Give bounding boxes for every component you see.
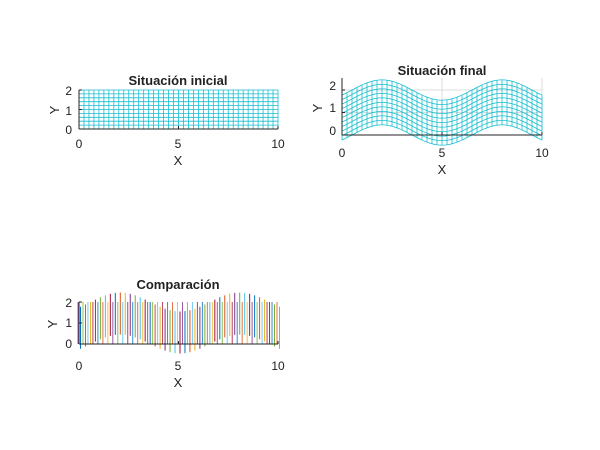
y-tick-label: 0 bbox=[65, 123, 72, 137]
plot-area bbox=[78, 89, 279, 130]
mesh-line bbox=[341, 119, 543, 142]
x-tick-label: 10 bbox=[271, 359, 285, 373]
subplot-final: Situación final 0 5 10 0 1 2 X Y bbox=[310, 63, 549, 177]
y-axis-label: Y bbox=[47, 105, 62, 114]
mesh-line bbox=[341, 88, 543, 110]
y-tick-label: 1 bbox=[65, 316, 72, 330]
x-tick-label: 5 bbox=[175, 137, 182, 151]
x-tick-label: 0 bbox=[76, 359, 83, 373]
y-tick-labels: 0 1 2 bbox=[329, 79, 336, 138]
y-axis-label: Y bbox=[310, 103, 325, 112]
y-tick-labels: 0 1 2 bbox=[65, 84, 72, 137]
x-tick-label: 0 bbox=[339, 146, 346, 160]
y-tick-label: 2 bbox=[65, 84, 72, 98]
x-tick-label: 0 bbox=[76, 137, 83, 151]
mesh-line bbox=[341, 115, 543, 137]
x-tick-label: 5 bbox=[175, 359, 182, 373]
y-tick-label: 1 bbox=[329, 101, 336, 115]
mesh-line bbox=[341, 124, 543, 146]
mesh-line bbox=[341, 110, 543, 133]
mesh-line bbox=[341, 106, 543, 128]
x-tick-label: 10 bbox=[535, 146, 549, 160]
x-axis-label: X bbox=[174, 375, 183, 390]
y-tick-labels: 0 1 2 bbox=[65, 296, 72, 351]
y-tick-label: 2 bbox=[65, 296, 72, 310]
y-tick-label: 2 bbox=[329, 79, 336, 93]
x-tick-labels: 0 5 10 bbox=[76, 137, 285, 151]
mesh-line bbox=[341, 92, 543, 115]
x-tick-label: 10 bbox=[271, 137, 285, 151]
plot-area bbox=[77, 292, 280, 354]
chart-title: Situación inicial bbox=[129, 73, 228, 88]
x-axis-label: X bbox=[438, 162, 447, 177]
x-tick-labels: 0 5 10 bbox=[339, 146, 549, 160]
x-tick-labels: 0 5 10 bbox=[76, 359, 285, 373]
mesh-line bbox=[341, 83, 543, 106]
y-tick-label: 0 bbox=[65, 337, 72, 351]
chart-title: Situación final bbox=[398, 63, 487, 78]
y-tick-label: 0 bbox=[329, 124, 336, 138]
y-tick-label: 1 bbox=[65, 104, 72, 118]
subplot-initial: Situación inicial 0 5 10 0 1 2 X Y bbox=[47, 73, 285, 168]
x-tick-label: 5 bbox=[439, 146, 446, 160]
y-axis-label: Y bbox=[45, 319, 60, 328]
plot-area bbox=[341, 78, 543, 146]
subplot-comparison: Comparación 0 5 10 0 1 2 X Y bbox=[45, 277, 285, 390]
x-axis-label: X bbox=[174, 153, 183, 168]
chart-title: Comparación bbox=[136, 277, 219, 292]
mesh-line bbox=[341, 101, 543, 124]
mesh-line bbox=[341, 97, 543, 119]
mesh-line bbox=[341, 79, 543, 101]
